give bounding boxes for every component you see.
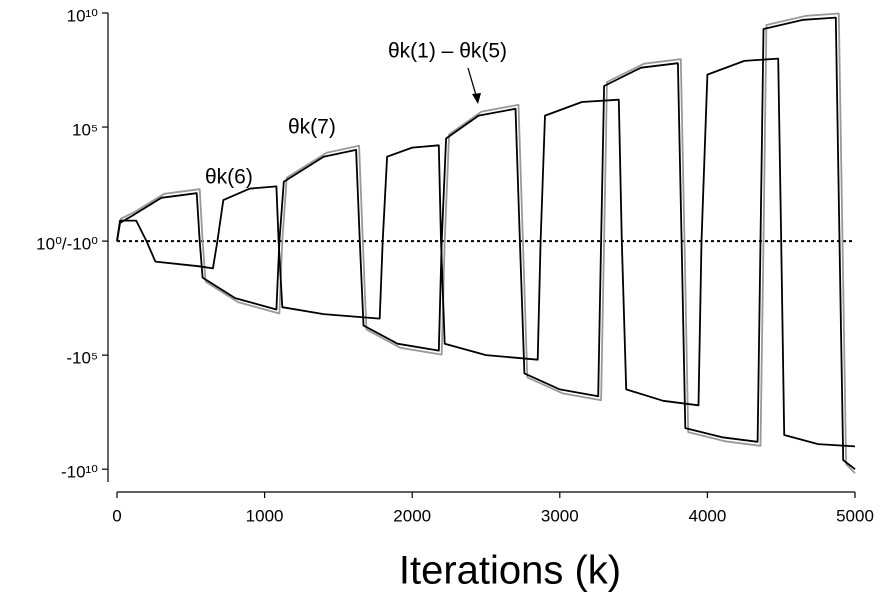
y-tick-label: 10⁰/-10⁰ — [36, 235, 98, 254]
x-axis-label: Iterations (k) — [399, 549, 621, 593]
y-tick-label: 10⁵ — [72, 121, 98, 140]
x-tick-label: 5000 — [836, 506, 874, 525]
annotation: θk(7) — [288, 116, 336, 139]
x-tick-label: 0 — [112, 506, 121, 525]
y-tick-label: -10⁵ — [66, 349, 98, 368]
series-line — [116, 16, 856, 470]
x-tick-label: 1000 — [246, 506, 284, 525]
series-line — [116, 57, 856, 448]
x-tick-label: 3000 — [541, 506, 579, 525]
series-line — [116, 12, 856, 474]
annotation: θk(1) – θk(5) — [388, 40, 507, 63]
y-tick-label: 10¹⁰ — [67, 6, 99, 25]
y-tick-label: -10¹⁰ — [61, 463, 98, 482]
x-tick-label: 4000 — [688, 506, 726, 525]
annotation: θk(6) — [205, 166, 253, 189]
arrow-head — [472, 93, 481, 104]
x-tick-label: 2000 — [393, 506, 431, 525]
